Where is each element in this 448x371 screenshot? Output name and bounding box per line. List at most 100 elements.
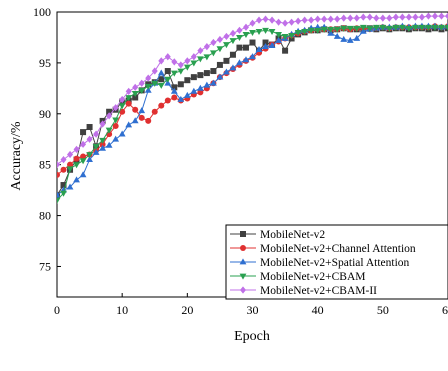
data-point <box>405 25 413 32</box>
data-point <box>314 15 321 23</box>
data-point <box>60 190 67 197</box>
data-point <box>392 13 399 21</box>
legend-marker <box>240 286 246 294</box>
data-point <box>105 141 113 148</box>
data-point <box>262 27 269 34</box>
data-point <box>132 94 139 101</box>
data-point <box>197 72 204 79</box>
data-point <box>353 25 361 32</box>
data-point <box>418 13 425 21</box>
data-point <box>347 14 354 22</box>
data-point <box>73 145 80 154</box>
data-point <box>229 38 237 45</box>
data-point <box>190 53 197 61</box>
legend-label: MobileNet-v2+CBAM <box>260 271 366 283</box>
data-point <box>170 87 178 94</box>
data-point <box>66 166 74 173</box>
legend-label: MobileNet-v2+Spatial Attention <box>260 257 410 269</box>
data-point <box>418 24 426 31</box>
data-point <box>138 107 146 114</box>
data-point <box>86 135 93 143</box>
data-point <box>67 161 74 168</box>
data-point <box>399 13 406 21</box>
data-point <box>80 140 87 148</box>
data-point <box>314 27 322 34</box>
data-point <box>438 12 445 20</box>
data-point <box>112 123 119 129</box>
legend-item: MobileNet-v2+Spatial Attention <box>230 257 410 269</box>
data-point <box>119 108 126 115</box>
data-point <box>229 64 237 71</box>
data-point <box>249 53 256 60</box>
data-point <box>57 171 60 178</box>
data-point <box>275 31 282 38</box>
data-point <box>340 14 347 22</box>
data-point <box>229 29 236 37</box>
data-point <box>210 68 217 75</box>
data-point <box>301 28 309 35</box>
data-point <box>183 91 191 98</box>
data-point <box>79 171 87 178</box>
data-point <box>119 95 126 104</box>
data-point <box>125 121 133 128</box>
legend-marker <box>239 258 247 265</box>
data-point <box>334 15 341 23</box>
legend-label: MobileNet-v2+CBAM-II <box>260 285 377 297</box>
data-point <box>132 83 139 91</box>
data-point <box>282 19 289 27</box>
data-point <box>333 32 341 39</box>
data-point <box>229 51 236 58</box>
data-point <box>321 15 328 23</box>
data-point <box>125 95 133 102</box>
data-point <box>203 43 210 51</box>
data-point <box>385 25 393 32</box>
y-tick-label: 95 <box>39 56 51 70</box>
data-point <box>223 32 230 41</box>
data-point <box>360 13 367 21</box>
series-2 <box>57 23 448 178</box>
data-point <box>66 183 74 190</box>
data-point <box>196 84 204 91</box>
data-point <box>144 83 152 90</box>
data-point <box>125 100 132 107</box>
data-point <box>242 56 250 63</box>
legend-marker <box>239 273 247 280</box>
data-point <box>359 24 367 31</box>
data-point <box>177 81 184 88</box>
data-point <box>138 79 145 87</box>
data-point <box>190 74 197 81</box>
data-point <box>444 24 448 31</box>
data-point <box>268 28 276 35</box>
data-point <box>177 61 184 69</box>
data-point <box>425 12 432 20</box>
data-point <box>320 26 328 33</box>
legend-label: MobileNet-v2+Channel Attention <box>260 243 416 255</box>
data-point <box>236 26 243 34</box>
data-point <box>92 148 100 155</box>
series-line <box>57 25 448 176</box>
data-point <box>405 13 412 21</box>
data-point <box>203 81 211 88</box>
data-point <box>196 56 204 63</box>
data-point <box>57 191 61 198</box>
data-point <box>99 120 106 128</box>
data-point <box>177 95 185 102</box>
x-tick-label: 60 <box>442 303 448 317</box>
series-3 <box>57 22 448 198</box>
data-point <box>216 61 223 68</box>
data-point <box>73 155 80 162</box>
data-point <box>57 161 60 169</box>
data-point <box>346 25 354 32</box>
data-point <box>236 59 243 66</box>
data-point <box>60 182 67 189</box>
data-point <box>295 17 302 25</box>
data-point <box>242 44 249 51</box>
data-point <box>262 39 269 46</box>
data-point <box>158 102 165 109</box>
legend-box <box>225 224 448 300</box>
data-point <box>183 64 191 71</box>
data-point <box>138 87 146 94</box>
y-axis: 75 80 85 90 95 100 <box>33 5 61 273</box>
y-tick-label: 90 <box>39 107 51 121</box>
